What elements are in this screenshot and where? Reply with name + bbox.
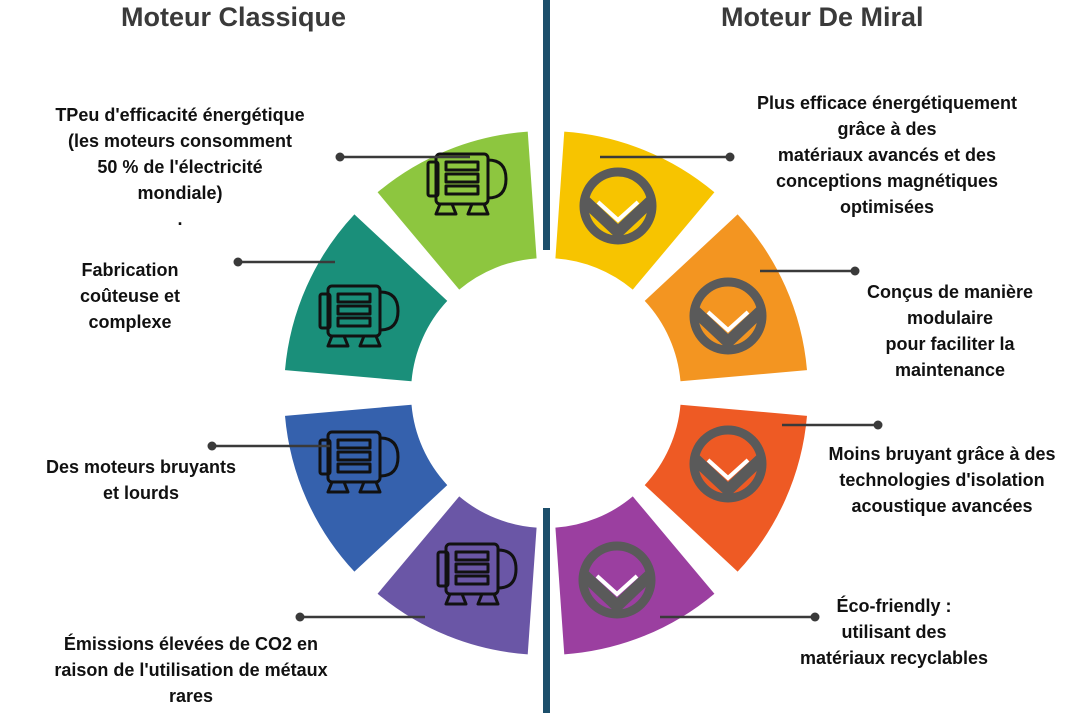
classic-sector-2	[284, 214, 448, 382]
miral-logo-icon	[689, 425, 767, 503]
left-title: Moteur Classique	[121, 2, 347, 32]
motor-icon	[436, 542, 518, 606]
miral-sector-2	[644, 214, 808, 382]
classic-label-3: Des moteurs bruyants et lourds	[45, 457, 237, 503]
classic-connector-3-dot	[207, 441, 217, 451]
miral-logo-icon	[579, 167, 657, 245]
miral-label-1: Plus efficace énergétiquement grâce à de…	[756, 93, 1018, 217]
classic-label-1: TPeu d'efficacité énergétique (les moteu…	[55, 105, 305, 229]
miral-connector-4-dot	[810, 612, 820, 622]
motor-icon	[318, 430, 400, 494]
divider-top	[543, 0, 550, 250]
miral-connector-3-dot	[873, 420, 883, 430]
divider-bottom	[543, 508, 550, 713]
classic-connector-4-dot	[295, 612, 305, 622]
classic-connector-1-dot	[335, 152, 345, 162]
miral-label-4: Éco-friendly : utilisant des matériaux r…	[799, 596, 989, 668]
motor-icon	[318, 284, 400, 348]
miral-logo-icon	[578, 541, 656, 619]
miral-logo-icon	[689, 277, 767, 355]
classic-label-2: Fabrication coûteuse et complexe	[79, 260, 181, 332]
motor-icon	[426, 152, 508, 216]
miral-connector-2-dot	[850, 266, 860, 276]
classic-label-4: Émissions élevées de CO2 en raison de l'…	[54, 634, 328, 706]
miral-label-3: Moins bruyant grâce à des technologies d…	[828, 444, 1056, 516]
right-title: Moteur De Miral	[721, 2, 924, 32]
classic-sector-1	[377, 131, 537, 290]
miral-connector-1-dot	[725, 152, 735, 162]
classic-connector-2-dot	[233, 257, 243, 267]
miral-label-2: Conçus de manière modulaire pour facilit…	[866, 282, 1034, 380]
